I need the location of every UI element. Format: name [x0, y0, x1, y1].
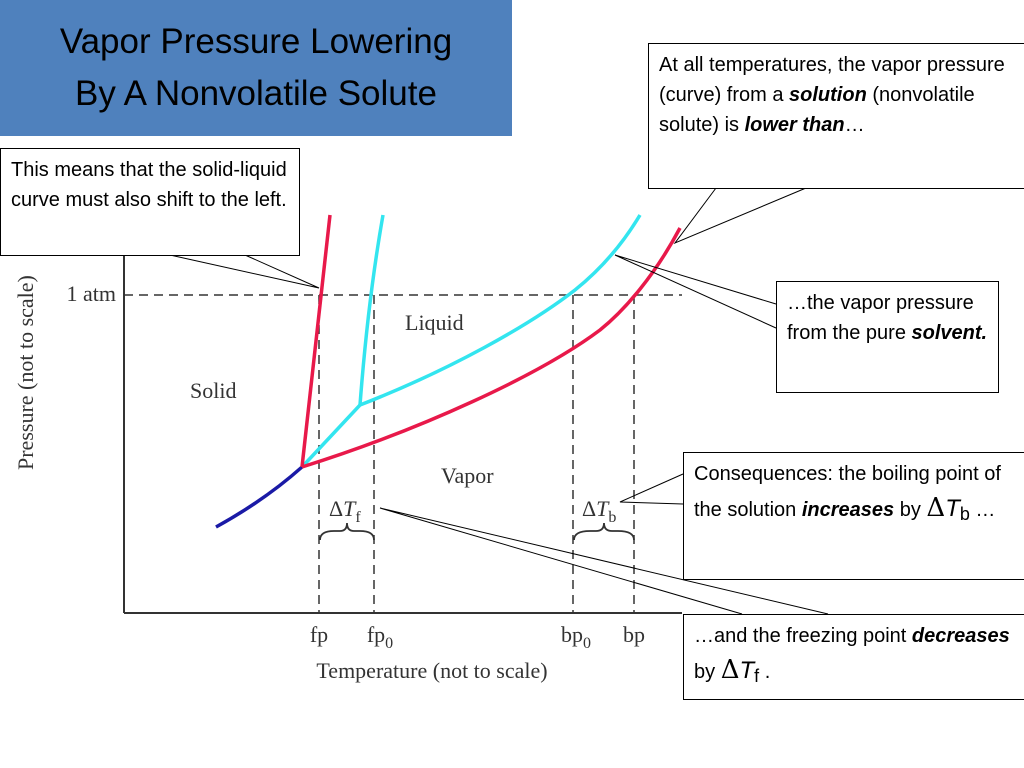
subscript-b: b — [959, 504, 970, 524]
callout-text: … — [844, 114, 865, 136]
callout-boiling-point: Consequences: the boiling point of the s… — [683, 452, 1024, 580]
region-vapor: Vapor — [441, 463, 494, 488]
callout-solution-lower: At all temperatures, the vapor pressure … — [648, 43, 1024, 189]
pointer-boiling — [619, 473, 684, 505]
delta-tb-label: ΔTb — [582, 496, 616, 526]
x-axis-label: Temperature (not to scale) — [316, 658, 547, 683]
delta-symbol: Δ — [720, 655, 740, 685]
tick-bp: bp — [623, 622, 645, 647]
callout-text: At all temperatures, the vapor pressure … — [659, 54, 1005, 106]
solution-vapor-curve — [301, 227, 682, 469]
callout-emphasis-solution: solution — [789, 84, 867, 106]
callout-emphasis-decreases: decreases — [911, 625, 1010, 647]
solution-solid-liquid-curve — [300, 214, 332, 468]
solvent-vapor-curve — [300, 214, 642, 469]
callout-freezing-point: …and the freezing point decreases by ΔTf… — [683, 614, 1024, 700]
tick-fp0: fp0 — [367, 622, 393, 652]
callout-emphasis-solvent: solvent. — [911, 322, 988, 344]
callout-text: . — [759, 661, 771, 683]
subscript-f: f — [754, 666, 760, 686]
callout-pure-solvent: …the vapor pressure from the pure solven… — [776, 281, 999, 393]
title-line-2: By A Nonvolatile Solute — [75, 74, 437, 113]
callout-emphasis-increases: increases — [801, 499, 895, 521]
delta-symbol: Δ — [926, 493, 946, 523]
callout-text: by — [894, 499, 927, 521]
pointer-pure-solvent — [614, 254, 777, 329]
t-symbol: T — [945, 495, 960, 522]
delta-tf-brace — [319, 522, 375, 541]
title-line-1: Vapor Pressure Lowering — [59, 21, 453, 61]
pointer-solid-liquid — [169, 254, 320, 289]
pointer-top-right — [673, 187, 807, 245]
callout-solid-liquid-shift: This means that the solid-liquid curve m… — [0, 148, 300, 256]
title-banner: Vapor Pressure Lowering By A Nonvolatile… — [0, 0, 512, 136]
delta-tf-label: ΔTf — [329, 496, 361, 526]
callout-text: by — [694, 661, 721, 683]
callout-text: …and the freezing point — [694, 625, 912, 647]
callout-text: … — [969, 499, 996, 521]
pointer-freezing — [379, 507, 829, 615]
sublimation-curve — [215, 465, 304, 529]
callout-text: (nonvolatile solute) is — [659, 84, 975, 136]
callout-solid-liquid-text: This means that the solid-liquid curve m… — [11, 159, 287, 211]
callout-text: …the vapor pressure from the pure — [787, 292, 974, 344]
solvent-solid-liquid-curve — [358, 214, 385, 406]
t-symbol: T — [739, 657, 755, 684]
tick-fp: fp — [310, 622, 328, 647]
delta-tb-brace — [573, 522, 635, 541]
region-liquid: Liquid — [405, 310, 464, 335]
callout-text: Consequences: the boiling point of the s… — [694, 463, 1001, 521]
y-axis-label: Pressure (not to scale) — [13, 275, 38, 470]
callout-emphasis-lower-than: lower than — [744, 114, 845, 136]
one-atm-label: 1 atm — [67, 281, 117, 306]
tick-bp0: bp0 — [561, 622, 591, 652]
region-solid: Solid — [190, 378, 236, 403]
